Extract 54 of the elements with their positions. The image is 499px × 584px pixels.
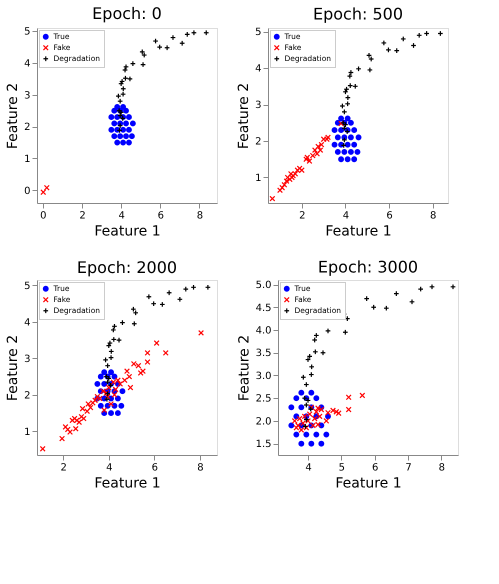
y-tick-label: 4: [24, 58, 30, 70]
x-tick-label: 2: [299, 210, 306, 222]
y-tick-label: 3.5: [256, 348, 272, 360]
x-tick-label: 5: [338, 462, 346, 474]
y-tick-label: 1: [24, 154, 30, 165]
x-tick-label: 8: [430, 210, 436, 222]
y-tick-label: 0: [24, 186, 30, 197]
y-tick-label: 5.0: [256, 280, 272, 292]
x-tick-label: 6: [152, 462, 158, 474]
y-tick-label: 3: [255, 100, 262, 112]
y-tick-label: 3: [24, 90, 30, 102]
chart-title: Epoch: 3000: [318, 258, 418, 277]
x-tick-label: 8: [438, 462, 446, 474]
chart-title: Epoch: 2000: [76, 258, 178, 277]
y-tick-label: 5: [24, 26, 30, 38]
y-tick-label: 1: [255, 172, 262, 184]
y-tick-label: 4.0: [256, 326, 272, 336]
x-tick-label: 6: [386, 210, 393, 222]
y-tick-label: 2.0: [256, 416, 272, 428]
y-tick-label: 3.0: [256, 370, 272, 382]
y-tick-label: 2: [255, 136, 262, 148]
y-tick-label: 4: [24, 317, 30, 328]
x-tick-label: 4: [342, 210, 350, 222]
y-axis-title: Feature 2: [5, 334, 22, 402]
x-tick-label: 4: [106, 462, 112, 474]
x-tick-label: 0: [40, 210, 47, 222]
y-tick-label: 2: [24, 122, 30, 134]
y-tick-label: 2: [24, 390, 30, 402]
y-axis-title: Feature 2: [236, 334, 253, 402]
y-tick-label: 4.5: [256, 302, 272, 314]
y-tick-label: 5: [255, 27, 262, 38]
x-axis-title: Feature 1: [335, 476, 402, 492]
x-tick-label: 2: [79, 210, 86, 222]
x-tick-label: 4: [118, 210, 125, 222]
x-tick-label: 7: [405, 462, 412, 474]
x-tick-label: 4: [305, 462, 312, 474]
x-tick-label: 8: [196, 210, 204, 222]
x-axis-title: Feature 1: [94, 224, 161, 240]
x-tick-label: 6: [158, 210, 164, 222]
chart-title: Epoch: 0: [92, 4, 162, 24]
y-tick-label: 1: [24, 426, 30, 438]
x-tick-label: 2: [60, 462, 67, 474]
y-tick-label: 3: [24, 354, 30, 365]
y-tick-label: 4: [255, 64, 262, 75]
y-axis-title: Feature 2: [236, 82, 252, 150]
y-axis-title: Feature 2: [5, 82, 22, 150]
y-tick-label: 2.5: [256, 394, 272, 405]
x-axis-title: Feature 1: [94, 476, 161, 492]
chart-title: Epoch: 500: [312, 4, 404, 24]
x-tick-label: 8: [197, 462, 204, 474]
y-tick-label: 5: [24, 280, 30, 292]
x-axis-title: Feature 1: [325, 224, 392, 240]
x-tick-label: 6: [372, 462, 378, 474]
y-tick-label: 1.5: [256, 439, 272, 450]
